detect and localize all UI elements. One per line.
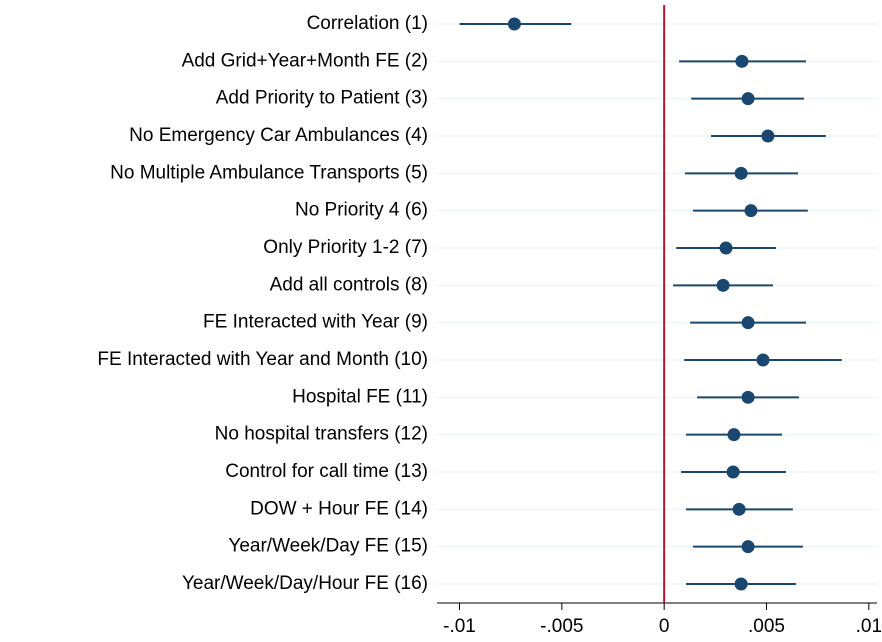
- point: [716, 278, 730, 292]
- y-tick-label: DOW + Hour FE (14): [250, 498, 428, 519]
- point: [726, 465, 740, 479]
- x-tick-label: .005: [748, 616, 785, 637]
- y-tick-label: Year/Week/Day FE (15): [228, 536, 428, 557]
- y-tick-label: No Priority 4 (6): [295, 200, 428, 221]
- point: [741, 316, 755, 330]
- y-tick-label: Only Priority 1-2 (7): [263, 237, 428, 258]
- point: [732, 502, 746, 516]
- y-tick-label: Add Priority to Patient (3): [216, 88, 428, 109]
- y-tick-label: Control for call time (13): [225, 461, 428, 482]
- point: [507, 17, 521, 31]
- y-tick-label: FE Interacted with Year and Month (10): [97, 349, 428, 370]
- y-tick-label: Hospital FE (11): [292, 386, 428, 407]
- point: [741, 390, 755, 404]
- point: [744, 204, 758, 218]
- point: [727, 428, 741, 442]
- point: [719, 241, 733, 255]
- y-tick-label: Correlation (1): [307, 13, 428, 34]
- point: [734, 166, 748, 180]
- point: [734, 577, 748, 591]
- point: [761, 129, 775, 143]
- point: [756, 353, 770, 367]
- y-tick-label: Add all controls (8): [270, 274, 428, 295]
- y-tick-label: Year/Week/Day/Hour FE (16): [182, 573, 428, 594]
- point: [741, 92, 755, 106]
- y-tick-label: FE Interacted with Year (9): [203, 312, 428, 333]
- y-tick-label: Add Grid+Year+Month FE (2): [182, 50, 428, 71]
- point: [735, 54, 749, 68]
- y-tick-label: No Emergency Car Ambulances (4): [129, 125, 428, 146]
- point: [741, 540, 755, 554]
- x-tick-label: -.005: [540, 616, 583, 637]
- y-tick-label: No Multiple Ambulance Transports (5): [110, 162, 428, 183]
- y-tick-label: No hospital transfers (12): [215, 424, 428, 445]
- x-tick-label: 0: [659, 616, 670, 637]
- x-tick-label: -.01: [443, 616, 476, 637]
- x-tick-label: .01: [856, 616, 882, 637]
